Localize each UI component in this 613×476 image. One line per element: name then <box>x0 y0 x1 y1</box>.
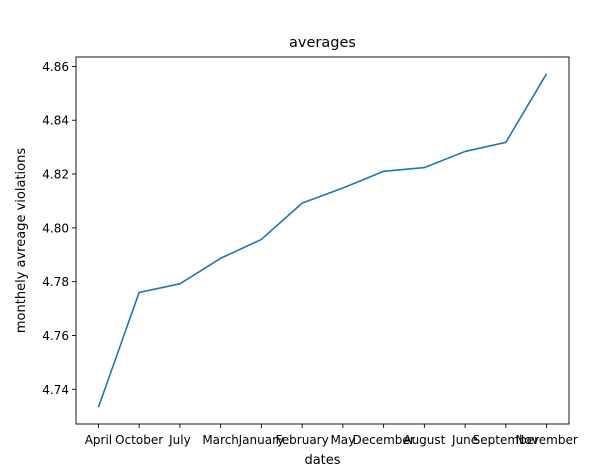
y-tick-label: 4.74 <box>42 383 69 397</box>
x-tick-label: December <box>352 433 414 447</box>
y-tick-label: 4.86 <box>42 60 69 74</box>
x-tick-label: September <box>473 433 539 447</box>
x-tick-label: February <box>276 433 329 447</box>
series-line-0 <box>97 73 548 408</box>
x-axis-title: dates <box>304 453 340 468</box>
x-tick-label: July <box>168 433 191 447</box>
x-tick-label: March <box>202 433 239 447</box>
x-tick-label: October <box>115 433 163 447</box>
y-tick-label: 4.82 <box>42 168 69 182</box>
x-tick-label: August <box>403 433 445 447</box>
y-tick-label: 4.76 <box>42 329 69 343</box>
x-tick-label: January <box>238 433 285 447</box>
y-tick-label: 4.84 <box>42 114 69 128</box>
x-tick-label: April <box>85 433 112 447</box>
y-axis-title: monthely avreage violations <box>14 148 29 333</box>
x-tick-label: November <box>515 433 577 447</box>
chart-title: averages <box>289 35 356 51</box>
plot-frame <box>75 56 570 425</box>
y-tick-label: 4.78 <box>42 275 69 289</box>
x-tick-label: May <box>330 433 355 447</box>
y-tick-label: 4.80 <box>42 221 69 235</box>
x-tick-label: June <box>451 433 478 447</box>
